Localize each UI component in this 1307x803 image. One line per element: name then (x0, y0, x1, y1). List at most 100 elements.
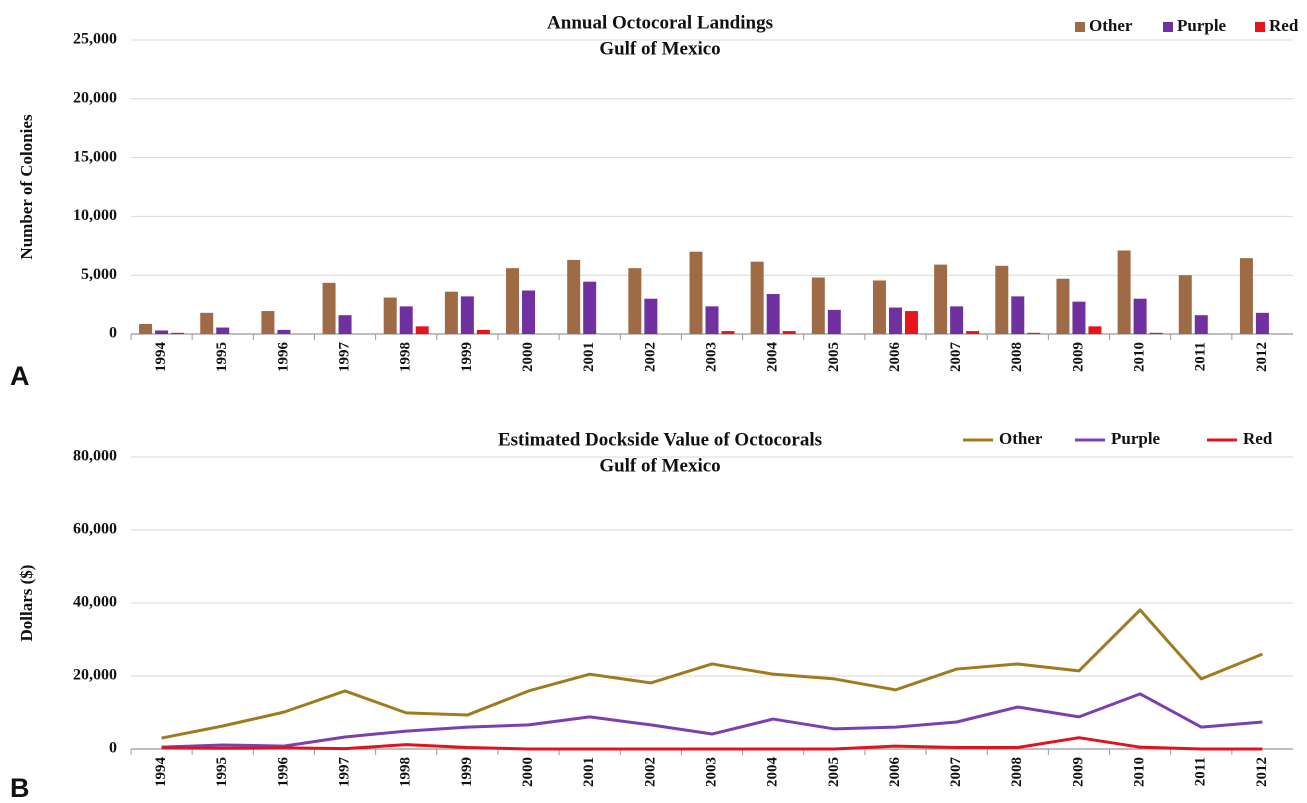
x-tick-label: 1998 (398, 342, 414, 372)
y-tick-label: 15,000 (73, 148, 117, 165)
chart-title: Estimated Dockside Value of Octocorals (498, 429, 822, 450)
y-tick-label: 0 (109, 325, 117, 342)
bar (872, 280, 886, 334)
bar (750, 261, 764, 334)
x-tick-label: 1998 (398, 757, 414, 787)
x-tick-label: 2010 (1132, 757, 1148, 787)
x-tick-label: 2004 (765, 757, 781, 788)
x-tick-label: 2003 (703, 757, 719, 787)
x-tick-label: 2009 (1070, 757, 1086, 787)
y-tick-label: 40,000 (73, 594, 117, 611)
x-tick-label: 2008 (1009, 342, 1025, 372)
bar (338, 315, 352, 334)
bar (1072, 301, 1086, 334)
legend-swatch (1163, 22, 1173, 32)
bar (628, 268, 642, 334)
x-tick-label: 2000 (520, 342, 536, 372)
bar (934, 264, 948, 334)
line-series (161, 608, 1263, 740)
x-tick-label: 2004 (765, 342, 781, 373)
x-tick-label: 2000 (520, 757, 536, 787)
chart-subtitle: Gulf of Mexico (599, 38, 720, 59)
bar (383, 297, 397, 334)
bar (522, 290, 536, 334)
x-tick-label: 2010 (1132, 342, 1148, 372)
chart-subtitle: Gulf of Mexico (599, 455, 720, 476)
x-tick-label: 1995 (214, 757, 230, 787)
bar (155, 330, 169, 334)
x-tick-label: 1997 (336, 757, 352, 788)
bar (171, 332, 185, 334)
legend-label: Other (1089, 16, 1133, 35)
y-tick-label: 5,000 (81, 266, 117, 283)
legend-label: Purple (1111, 429, 1161, 448)
line-series (161, 736, 1263, 751)
bar (444, 291, 458, 334)
x-tick-label: 2012 (1254, 757, 1270, 787)
bar (811, 277, 825, 334)
x-tick-label: 2008 (1009, 757, 1025, 787)
bar (705, 306, 719, 334)
bar (1133, 298, 1147, 334)
bar (277, 329, 291, 334)
line-series (161, 692, 1263, 749)
x-tick-label: 1999 (459, 342, 475, 372)
x-tick-label: 1997 (336, 342, 352, 373)
x-tick-label: 2011 (1193, 757, 1209, 786)
legend-swatch (1255, 22, 1265, 32)
bar (399, 306, 413, 334)
bar (322, 282, 336, 334)
y-tick-label: 80,000 (73, 448, 117, 465)
bar (506, 268, 520, 334)
x-tick-label: 1999 (459, 757, 475, 787)
bar (904, 311, 918, 334)
x-tick-label: 1994 (153, 342, 169, 373)
legend-swatch (1075, 22, 1085, 32)
y-tick-label: 20,000 (73, 89, 117, 106)
panel-label: A (10, 361, 30, 391)
bar (950, 306, 964, 334)
panel-label: B (10, 773, 30, 803)
bar (966, 331, 980, 334)
x-tick-label: 1994 (153, 757, 169, 788)
bar (1027, 332, 1041, 334)
chart-title: Annual Octocoral Landings (547, 12, 773, 33)
bar (995, 265, 1009, 334)
legend-label: Red (1243, 429, 1273, 448)
x-tick-label: 2003 (703, 342, 719, 372)
bar (689, 251, 703, 334)
bar (1056, 278, 1070, 334)
bar (476, 329, 490, 334)
y-tick-label: 25,000 (73, 31, 117, 48)
x-tick-label: 2001 (581, 757, 597, 787)
y-tick-label: 0 (109, 740, 117, 757)
bar (766, 294, 780, 334)
y-axis-label: Number of Colonies (17, 114, 36, 260)
x-tick-label: 2006 (887, 342, 903, 373)
legend-label: Other (999, 429, 1043, 448)
bar (1117, 250, 1131, 334)
x-tick-label: 2011 (1193, 342, 1209, 371)
x-tick-label: 2002 (642, 757, 658, 787)
x-tick-label: 2002 (642, 342, 658, 372)
bar (721, 331, 735, 334)
x-tick-label: 2006 (887, 757, 903, 788)
y-tick-label: 10,000 (73, 207, 117, 224)
x-tick-label: 1995 (214, 342, 230, 372)
x-tick-label: 2007 (948, 757, 964, 788)
bar (139, 324, 153, 334)
bar (1255, 312, 1269, 334)
x-tick-label: 2012 (1254, 342, 1270, 372)
x-tick-label: 1996 (275, 342, 291, 373)
y-tick-label: 20,000 (73, 667, 117, 684)
legend-label: Purple (1177, 16, 1227, 35)
bar (567, 259, 581, 334)
bar (1239, 258, 1253, 334)
bar (460, 296, 474, 334)
y-tick-label: 60,000 (73, 521, 117, 538)
legend-label: Red (1269, 16, 1299, 35)
bar (1178, 275, 1192, 334)
x-tick-label: 2007 (948, 342, 964, 373)
x-tick-label: 2005 (826, 757, 842, 787)
